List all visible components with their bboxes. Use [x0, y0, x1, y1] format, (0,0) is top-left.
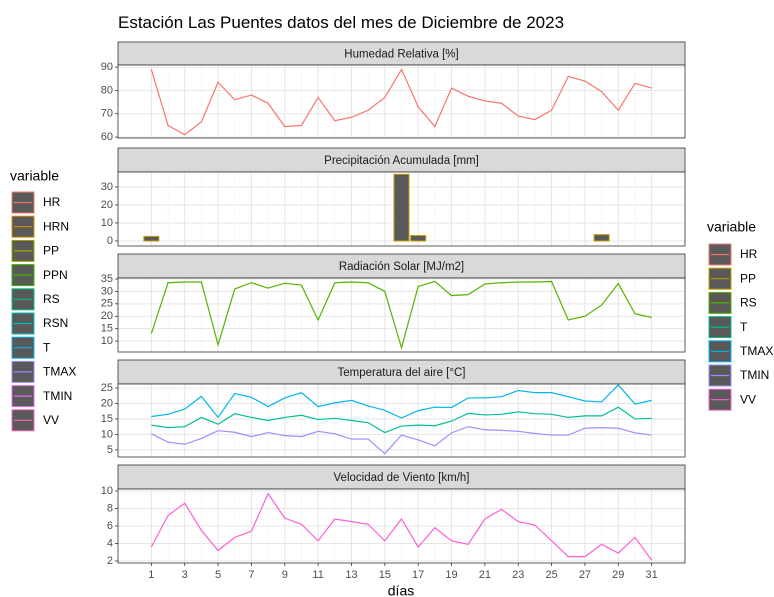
legend-label: VV: [740, 392, 756, 406]
x-tick-label: 5: [215, 569, 221, 581]
strip: [117, 147, 686, 173]
y-tick-label: 10: [101, 217, 113, 229]
legend-label: VV: [43, 413, 59, 427]
panel-border: [117, 383, 686, 458]
strip-label: Velocidad de Viento [km/h]: [334, 472, 470, 484]
strip-label: Precipitación Acumulada [mm]: [324, 155, 479, 167]
x-tick-label: 31: [646, 569, 658, 581]
legend-title: variable: [10, 168, 59, 184]
strip-label: Humedad Relativa [%]: [344, 49, 458, 61]
line: [151, 384, 652, 419]
x-tick-label: 19: [445, 569, 457, 581]
strip-label: Radiación Solar [MJ/m2]: [339, 261, 464, 273]
legend-label: PPN: [43, 268, 68, 282]
bar: [143, 235, 160, 242]
x-axis-title: días: [388, 583, 414, 597]
legend-label: PP: [740, 271, 756, 285]
line: [150, 280, 652, 350]
y-tick-label: 60: [101, 131, 113, 143]
legend-label: RS: [43, 292, 60, 306]
x-tick-label: 25: [545, 569, 557, 581]
x-tick-label: 21: [479, 569, 491, 581]
x-tick-label: 11: [312, 569, 323, 581]
y-tick-label: 20: [101, 397, 113, 409]
y-tick-label: 90: [101, 61, 113, 73]
legend-label: TMIN: [43, 389, 72, 403]
chart-title: Estación Las Puentes datos del mes de Di…: [118, 13, 564, 32]
legend-label: T: [740, 320, 748, 334]
legend-title: variable: [707, 219, 756, 235]
panel-border: [117, 277, 686, 353]
y-tick-label: 80: [101, 84, 113, 96]
y-tick-label: 10: [101, 335, 113, 347]
bar: [410, 235, 427, 242]
legend-label: TMIN: [740, 368, 769, 382]
y-tick-label: 20: [101, 310, 113, 322]
bar: [593, 234, 610, 242]
x-tick-label: 9: [282, 569, 288, 581]
y-tick-label: 5: [107, 444, 113, 456]
x-tick-label: 3: [182, 569, 188, 581]
line: [150, 492, 653, 561]
y-tick-label: 15: [101, 413, 113, 425]
x-tick-label: 1: [148, 569, 154, 581]
panel-border: [117, 64, 686, 139]
y-tick-label: 8: [107, 502, 113, 514]
y-tick-label: 20: [101, 199, 113, 211]
strip: [117, 253, 686, 279]
line: [150, 68, 652, 136]
panel-border: [117, 488, 686, 564]
line: [151, 406, 652, 434]
legend-label: TMAX: [43, 365, 76, 379]
x-tick-label: 27: [579, 569, 591, 581]
legend-label: HR: [740, 247, 758, 261]
x-tick-label: 23: [512, 569, 524, 581]
y-tick-label: 4: [107, 537, 113, 549]
legend-label: RS: [740, 296, 757, 310]
line: [151, 426, 652, 455]
y-tick-label: 70: [101, 108, 113, 120]
x-tick-label: 7: [248, 569, 254, 581]
y-tick-label: 0: [107, 235, 113, 247]
y-tick-label: 25: [101, 382, 113, 394]
y-tick-label: 6: [107, 520, 113, 532]
y-tick-label: 25: [101, 298, 113, 310]
bar: [393, 173, 410, 242]
y-tick-label: 35: [101, 273, 113, 285]
y-tick-label: 30: [101, 181, 113, 193]
y-tick-label: 10: [101, 428, 113, 440]
legend-label: HR: [43, 195, 61, 209]
strip: [117, 359, 686, 385]
legend-label: T: [43, 340, 51, 354]
panel-border: [117, 171, 686, 247]
y-tick-label: 15: [101, 323, 113, 335]
x-tick-label: 15: [379, 569, 391, 581]
x-tick-label: 29: [612, 569, 624, 581]
y-tick-label: 30: [101, 285, 113, 297]
y-tick-label: 2: [107, 555, 113, 567]
legend-label: HRN: [43, 219, 69, 233]
strip-label: Temperatura del aire [°C]: [338, 367, 466, 379]
x-tick-label: 13: [345, 569, 357, 581]
x-tick-label: 17: [412, 569, 424, 581]
legend-label: TMAX: [740, 344, 773, 358]
legend-label: PP: [43, 244, 59, 258]
y-tick-label: 10: [101, 485, 113, 497]
legend-label: RSN: [43, 316, 68, 330]
